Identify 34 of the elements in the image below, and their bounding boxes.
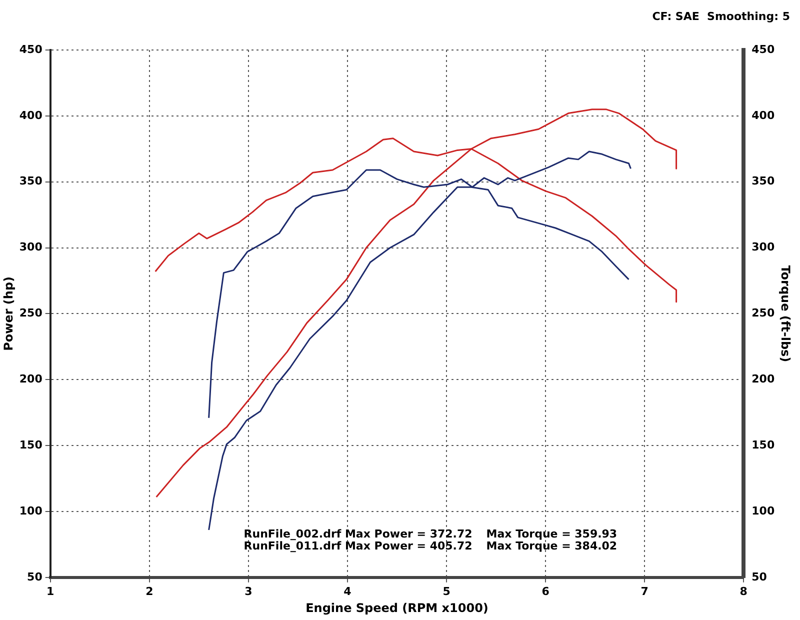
y-tick-label: 150	[19, 438, 43, 452]
text: CF: SAE Smoothing: 5	[652, 10, 790, 23]
y-tick-label: 250	[19, 306, 43, 320]
x-axis-title: Engine Speed (RPM x1000)	[306, 600, 488, 615]
y2-axis-title: Torque (ft-lbs)	[778, 265, 793, 362]
x-tick-label: 5	[442, 584, 450, 598]
y2-tick-label: 400	[752, 108, 775, 122]
y2-tick-label: 250	[752, 306, 775, 320]
y-tick-label: 300	[19, 240, 43, 254]
x-tick-label: 6	[542, 584, 550, 598]
y-tick-label: 100	[19, 504, 43, 518]
y2-tick-label: 450	[752, 42, 775, 56]
annotation: Max Torque = 359.93	[486, 527, 618, 540]
y-tick-label: 400	[19, 108, 43, 122]
y2-tick-label: 300	[752, 240, 775, 254]
x-tick-label: 8	[740, 584, 748, 598]
y-axis-title: Power (hp)	[1, 276, 16, 351]
annotation: RunFile_011.drf Max Power = 405.72	[244, 539, 472, 552]
x-tick-label: 4	[344, 584, 352, 598]
y2-tick-label: 50	[752, 570, 768, 584]
y-tick-label: 50	[27, 570, 43, 584]
y2-tick-label: 100	[752, 504, 775, 518]
annotation: Max Torque = 384.02	[486, 539, 618, 552]
y-tick-label: 200	[19, 372, 43, 386]
y-tick-label: 450	[19, 42, 43, 56]
x-tick-label: 3	[244, 584, 252, 598]
y-tick-label: 350	[19, 174, 43, 188]
annotation: RunFile_002.drf Max Power = 372.72	[244, 527, 472, 540]
y2-tick-label: 150	[752, 438, 775, 452]
x-tick-label: 2	[146, 584, 154, 598]
y2-tick-label: 200	[752, 372, 775, 386]
x-tick-label: 7	[640, 584, 648, 598]
x-tick-label: 1	[46, 584, 54, 598]
y2-tick-label: 350	[752, 174, 775, 188]
